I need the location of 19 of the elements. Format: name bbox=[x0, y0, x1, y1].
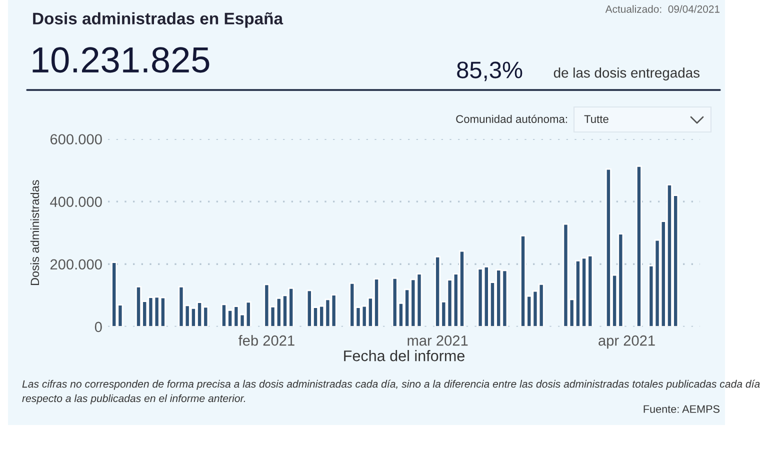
x-tick-label: mar 2021 bbox=[408, 335, 468, 346]
text: Comunidad autónoma: bbox=[456, 114, 567, 123]
text: Actualizado: 09/04/2021 bbox=[605, 5, 720, 13]
x-tick-label: feb 2021 bbox=[238, 335, 294, 346]
text: Las cifras no corresponden de forma precisa a las dosis administradas cada día, sino a la diferencia entre las dosis administradas totales publicadas cada día respecto a las publicadas en el informe anterior. bbox=[22, 380, 760, 404]
chart-title: Dosis administradas en España bbox=[33, 12, 284, 28]
y-tick-label: 200.000 bbox=[50, 259, 102, 270]
text: de las dosis entregadas bbox=[554, 68, 700, 80]
chart-subtitle: 10.231.825 bbox=[32, 47, 210, 73]
y-tick-label: 0 bbox=[94, 322, 102, 332]
x-tick-label: apr 2021 bbox=[598, 335, 655, 349]
y-tick-label: 400.000 bbox=[50, 196, 102, 207]
y-tick-label: 600.000 bbox=[50, 134, 102, 144]
bar bbox=[636, 166, 642, 327]
text: Tutte bbox=[584, 115, 608, 123]
text: 85,3% bbox=[457, 62, 522, 82]
y-axis-title: Dosis administradas bbox=[30, 180, 40, 286]
x-axis-title: Fecha del informe bbox=[344, 350, 464, 362]
source-note: Fuente: AEMPS bbox=[644, 405, 720, 413]
